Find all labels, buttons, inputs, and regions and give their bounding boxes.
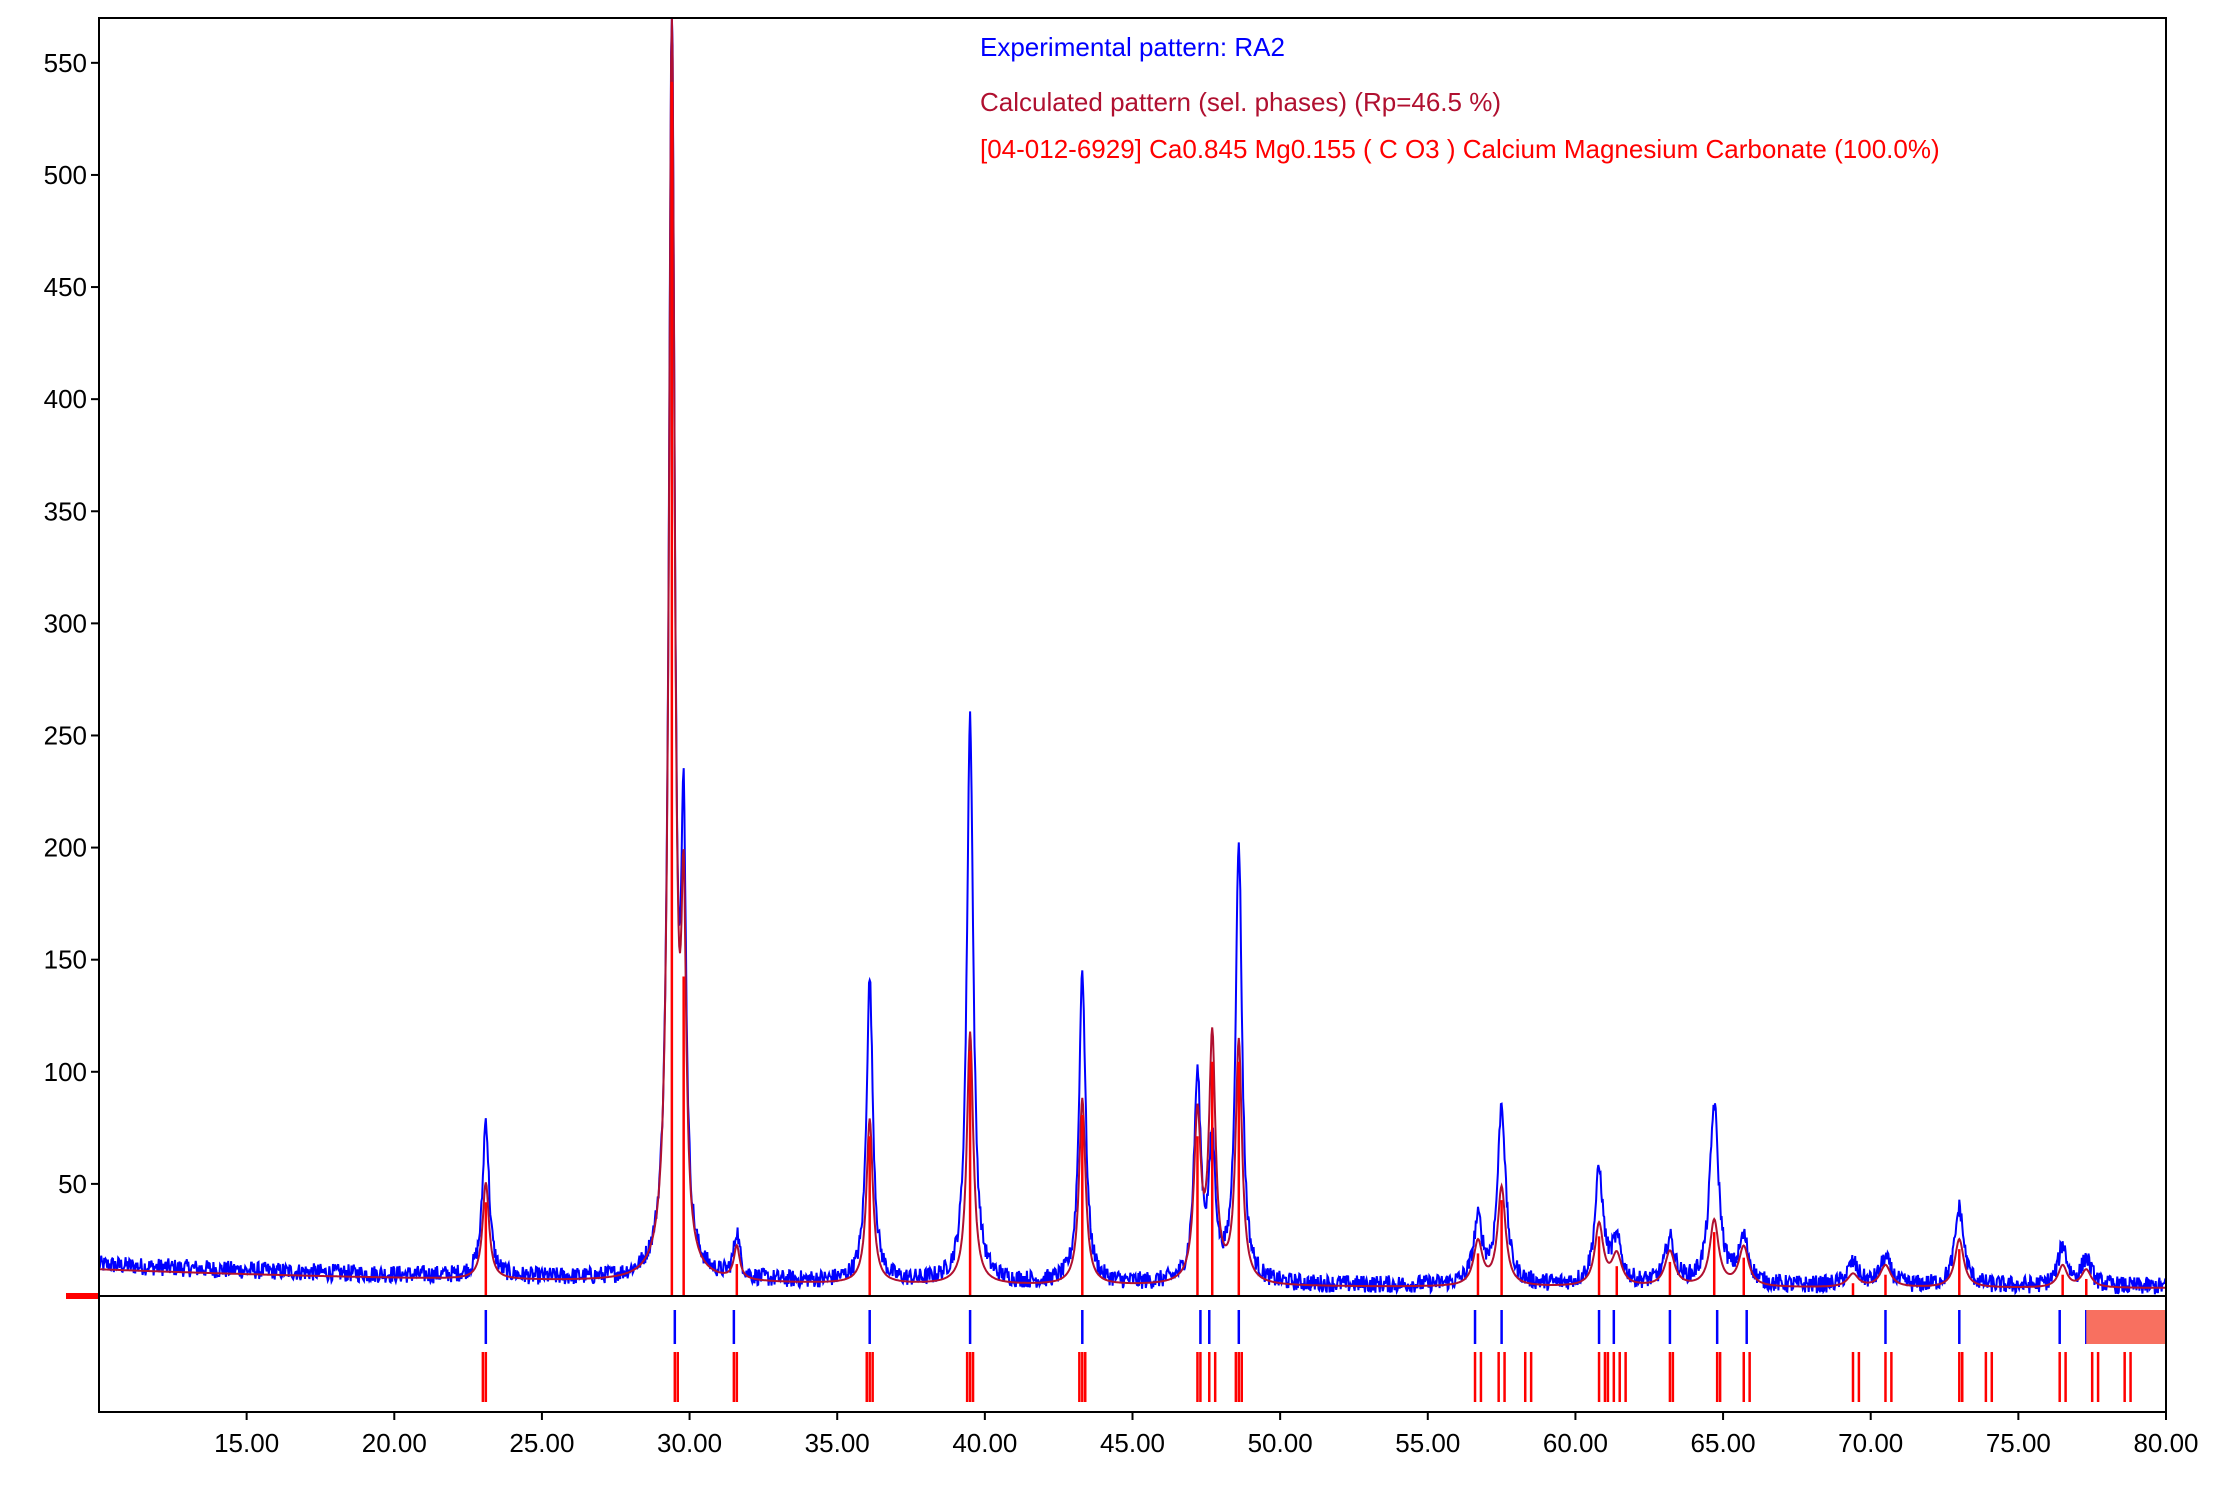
- x-tick-label: 50.00: [1248, 1428, 1313, 1458]
- y-tick-label: 100: [44, 1057, 87, 1087]
- y-tick-label: 350: [44, 496, 87, 526]
- x-tick-label: 20.00: [362, 1428, 427, 1458]
- x-tick-label: 15.00: [214, 1428, 279, 1458]
- experimental-pattern-line: [98, 17, 2167, 1296]
- reference-overflow-block: [2086, 1310, 2166, 1344]
- plot-area: [98, 17, 2167, 1402]
- x-tick-label: 35.00: [805, 1428, 870, 1458]
- x-tick-label: 45.00: [1100, 1428, 1165, 1458]
- y-tick-label: 500: [44, 160, 87, 190]
- x-tick-label: 65.00: [1691, 1428, 1756, 1458]
- y-tick-label: 550: [44, 48, 87, 78]
- y-tick-label: 200: [44, 833, 87, 863]
- x-tick-label: 60.00: [1543, 1428, 1608, 1458]
- zero-marker: [66, 1293, 100, 1299]
- x-tick-label: 80.00: [2133, 1428, 2198, 1458]
- legend-entry-experimental: Experimental pattern: RA2: [980, 32, 1285, 62]
- x-tick-label: 30.00: [657, 1428, 722, 1458]
- calculated-pattern-line: [98, 17, 2166, 1289]
- x-tick-label: 25.00: [509, 1428, 574, 1458]
- legend-entry-phase: [04-012-6929] Ca0.845 Mg0.155 ( C O3 ) C…: [980, 134, 1940, 164]
- x-tick-label: 75.00: [1986, 1428, 2051, 1458]
- y-tick-label: 450: [44, 272, 87, 302]
- y-tick-label: 250: [44, 720, 87, 750]
- axes: 50 100 150 200 250 300 350 400 450 500 550 15.00 20.…: [44, 17, 2199, 1458]
- x-tick-label: 70.00: [1838, 1428, 1903, 1458]
- x-tick-label: 55.00: [1395, 1428, 1460, 1458]
- y-tick-label: 50: [58, 1169, 87, 1199]
- legend: Experimental pattern: RA2 Calculated pat…: [980, 32, 1940, 164]
- x-tick-label: 40.00: [952, 1428, 1017, 1458]
- y-tick-label: 150: [44, 945, 87, 975]
- y-tick-label: 400: [44, 384, 87, 414]
- y-tick-label: 300: [44, 608, 87, 638]
- legend-entry-calculated: Calculated pattern (sel. phases) (Rp=46.…: [980, 87, 1501, 117]
